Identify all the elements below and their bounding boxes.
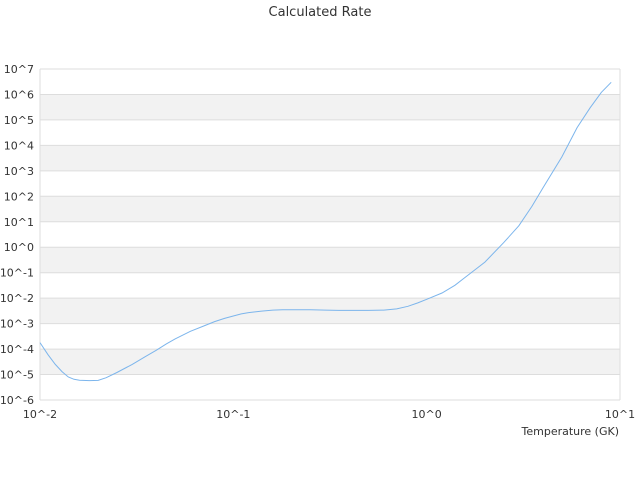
y-tick-label: 10^7 xyxy=(4,63,34,76)
grid-band xyxy=(40,247,620,273)
y-tick-labels: 10^-6 10^-5 10^-4 10^-3 10^-2 10^-1 10^0 10^1 10… xyxy=(0,63,34,407)
x-axis-label: Temperature (GK) xyxy=(521,425,620,438)
chart-title: Calculated Rate xyxy=(269,5,372,20)
y-tick-label: 10^6 xyxy=(4,88,34,101)
y-tick-label: 10^-6 xyxy=(0,394,34,407)
grid-band xyxy=(40,349,620,375)
y-tick-label: 10^-5 xyxy=(0,369,34,382)
y-tick-label: 10^-3 xyxy=(0,318,34,331)
x-tick-label: 10^-1 xyxy=(216,408,250,421)
y-tick-label: 10^5 xyxy=(4,114,34,127)
grid-band xyxy=(40,196,620,222)
x-tick-label: 10^0 xyxy=(412,408,442,421)
grid-lines xyxy=(39,68,621,401)
y-tick-label: 10^2 xyxy=(4,190,34,203)
grid-band xyxy=(40,119,620,146)
grid-band xyxy=(40,298,620,324)
grid-band xyxy=(40,69,620,95)
y-tick-label: 10^0 xyxy=(4,241,34,254)
y-tick-label: 10^-1 xyxy=(0,267,34,280)
x-tick-label: 10^1 xyxy=(605,408,635,421)
y-tick-label: 10^1 xyxy=(4,216,34,229)
x-tick-labels: 10^-2 10^-1 10^0 10^1 xyxy=(23,408,635,421)
grid-band xyxy=(40,94,620,120)
grid-band xyxy=(40,145,620,171)
y-tick-label: 10^3 xyxy=(4,165,34,178)
grid-band xyxy=(40,374,620,400)
x-tick-label: 10^-2 xyxy=(23,408,57,421)
y-tick-label: 10^-2 xyxy=(0,292,34,305)
grid-band xyxy=(40,272,620,299)
grid-bands xyxy=(40,69,620,400)
series-line xyxy=(39,81,612,382)
y-tick-label: 10^4 xyxy=(4,139,34,152)
grid-band xyxy=(40,221,620,248)
y-tick-label: 10^-4 xyxy=(0,343,34,356)
grid-band xyxy=(40,323,620,350)
grid-band xyxy=(40,170,620,197)
